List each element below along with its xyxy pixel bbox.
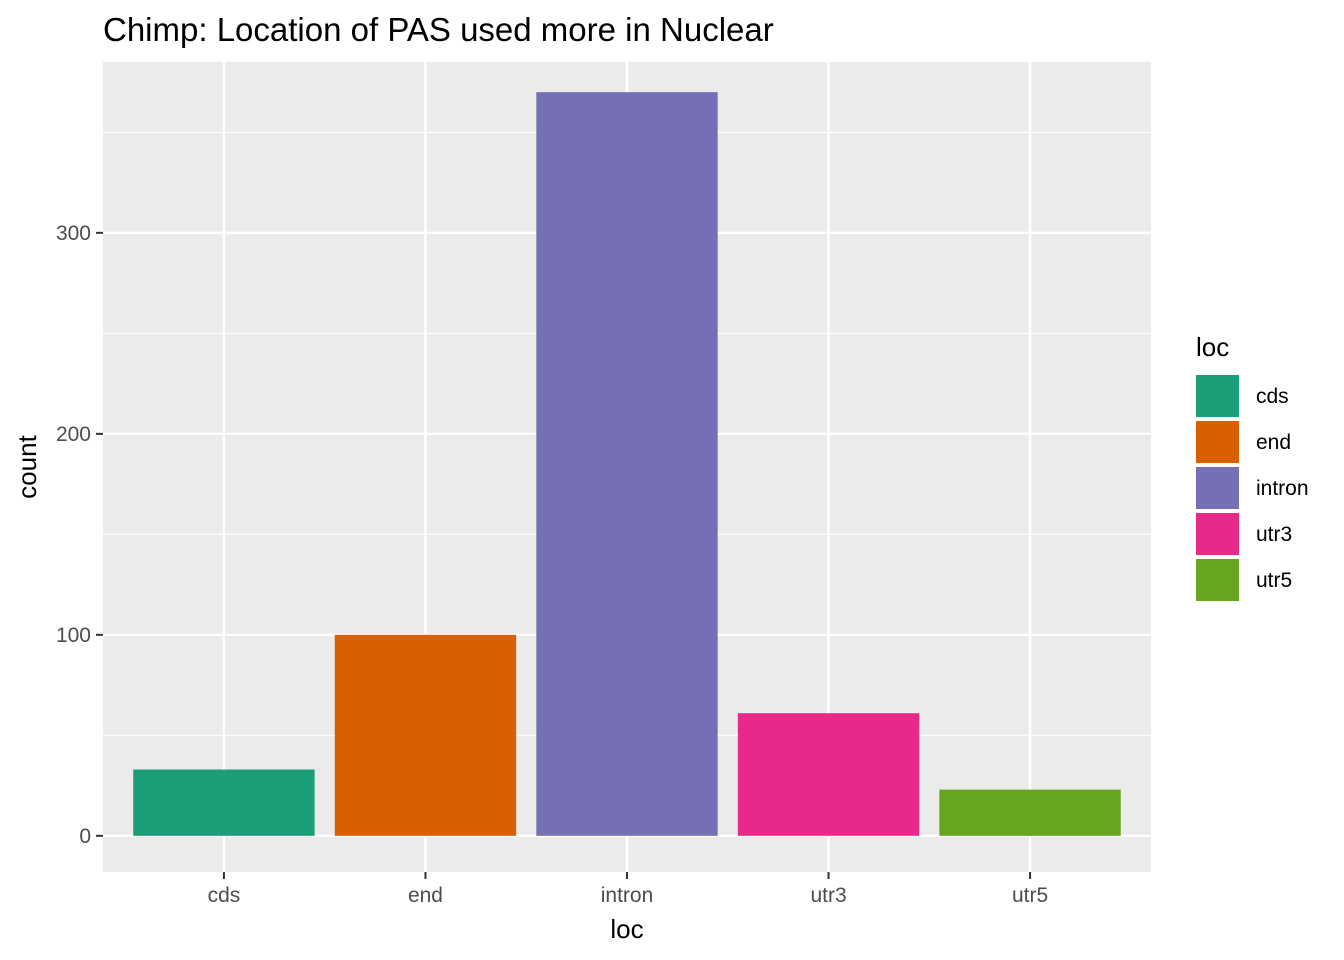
bar-cds xyxy=(133,769,315,836)
legend-items: cds end intron utr3 utr5 xyxy=(1196,375,1309,601)
x-axis-title: loc xyxy=(610,914,643,944)
bar-utr5 xyxy=(939,789,1121,836)
x-axis: cds end intron utr3 utr5 xyxy=(208,872,1048,907)
legend-label-utr5: utr5 xyxy=(1256,569,1292,592)
legend: loc cds end intron utr3 utr5 xyxy=(1196,332,1309,601)
y-tick-label: 300 xyxy=(56,222,91,245)
y-tick-label: 0 xyxy=(79,825,91,848)
legend-title: loc xyxy=(1196,332,1229,362)
legend-label-cds: cds xyxy=(1256,385,1289,408)
bars xyxy=(133,92,1121,836)
y-tick-label: 200 xyxy=(56,423,91,446)
chart-title: Chimp: Location of PAS used more in Nucl… xyxy=(103,11,774,48)
legend-label-end: end xyxy=(1256,431,1291,454)
x-tick-label: utr5 xyxy=(1012,884,1048,907)
y-axis-title: count xyxy=(12,434,42,498)
x-tick-label: utr3 xyxy=(810,884,846,907)
bar-utr3 xyxy=(737,713,920,836)
legend-key-intron xyxy=(1196,467,1239,509)
legend-key-utr3 xyxy=(1196,513,1239,555)
legend-label-intron: intron xyxy=(1256,477,1309,500)
x-tick-label: intron xyxy=(601,884,654,907)
x-tick-label: end xyxy=(408,884,443,907)
legend-label-utr3: utr3 xyxy=(1256,523,1292,546)
x-tick-label: cds xyxy=(208,884,241,907)
bar-intron xyxy=(536,92,718,836)
y-axis: 0 100 200 300 xyxy=(56,222,103,848)
y-tick-label: 100 xyxy=(56,624,91,647)
legend-key-end xyxy=(1196,421,1239,463)
legend-key-cds xyxy=(1196,375,1239,417)
bar-end xyxy=(334,634,517,836)
legend-key-utr5 xyxy=(1196,559,1239,601)
